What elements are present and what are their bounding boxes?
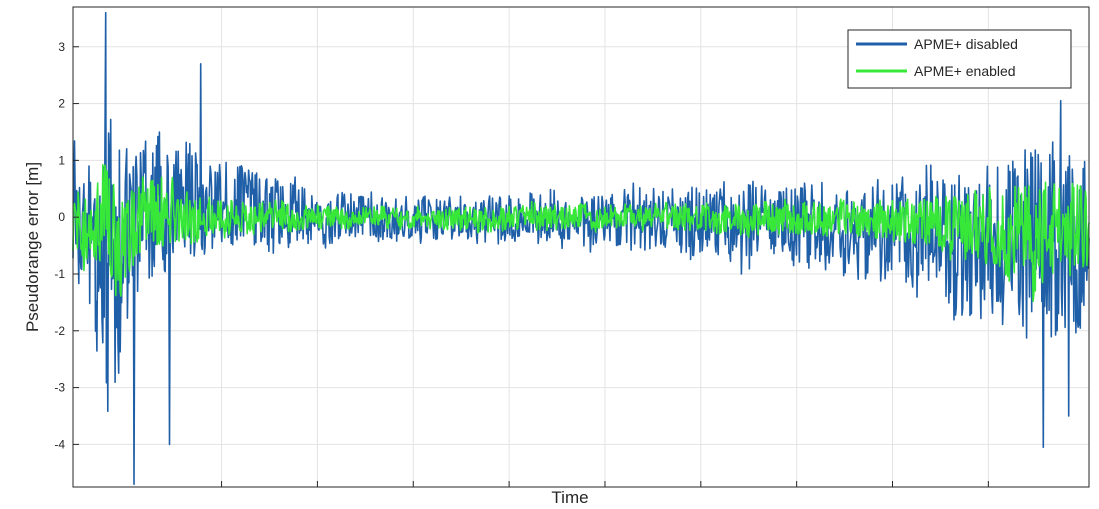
legend-box (847, 29, 1072, 89)
y-tick-label: 2 (58, 97, 65, 111)
plot-frame (72, 6, 1090, 488)
x-axis-label: Time (551, 488, 588, 507)
legend-label-enabled: APME+ enabled (914, 63, 1016, 79)
y-tick-label: 3 (58, 40, 65, 54)
y-tick-label: 0 (58, 210, 65, 224)
y-tick-label: -3 (54, 381, 65, 395)
series-layer (72, 11, 1090, 486)
legend-label-disabled: APME+ disabled (914, 36, 1018, 52)
ticks: 3 2 1 0 -1 -2 -3 -4 (54, 40, 989, 487)
y-axis-label: Pseudorange error [m] (23, 162, 42, 332)
y-tick-label: -2 (54, 324, 65, 338)
y-tick-label: 1 (58, 153, 65, 167)
y-tick-label: -1 (54, 267, 65, 281)
series-line-apme-enabled (72, 163, 1090, 303)
legend: APME+ disabled APME+ enabled (847, 29, 1072, 89)
grid (73, 7, 1089, 487)
y-tick-label: -4 (54, 437, 65, 451)
